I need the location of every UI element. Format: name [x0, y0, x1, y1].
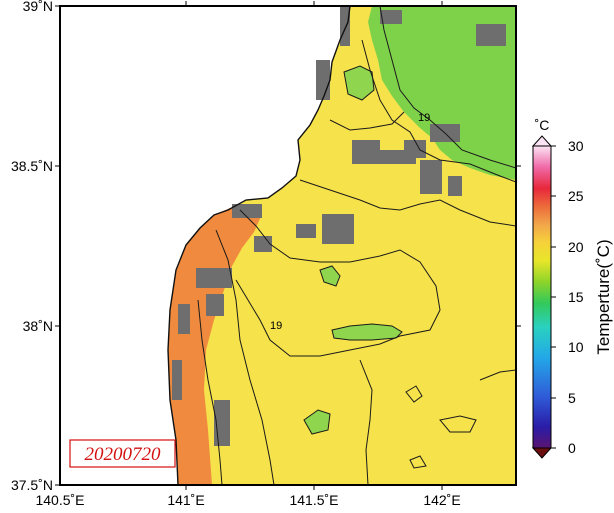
cool-patch [319, 265, 341, 287]
lat-label: 38˚N [23, 318, 53, 334]
missing-data [172, 6, 506, 446]
map-area: 19 19 20200720 [60, 6, 516, 485]
colorbar-min-triangle [531, 447, 553, 459]
sea-cool-region [368, 6, 516, 180]
colorbar-tick-label: 15 [568, 289, 584, 305]
axis-ticks [55, 1, 521, 490]
coastline [167, 6, 351, 485]
colorbar-tick-label: 10 [568, 339, 584, 355]
cool-patch [331, 323, 403, 341]
colorbar-unit: ˚C [535, 117, 550, 133]
cool-patch [303, 409, 331, 435]
colorbar-max-triangle [531, 135, 553, 147]
contour-label: 19 [418, 112, 430, 124]
colorbar-tick-label: 20 [568, 239, 584, 255]
lat-label: 39˚N [23, 0, 53, 14]
lon-label: 140.5˚E [35, 492, 84, 508]
lat-label: 38.5˚N [11, 158, 53, 174]
date-label: 20200720 [85, 444, 162, 465]
lat-label: 37.5˚N [11, 477, 53, 493]
lon-label: 142˚E [423, 492, 460, 508]
colorbar-tick-label: 30 [568, 138, 584, 154]
contour-label: 19 [270, 320, 282, 332]
colorbar-tick-label: 0 [568, 440, 576, 456]
colorbar-ticks [551, 145, 556, 449]
date-box [69, 439, 176, 468]
contour-lines [197, 6, 516, 485]
lon-label: 141.5˚E [289, 492, 338, 508]
map-frame [59, 5, 517, 486]
lon-label: 141˚E [167, 492, 204, 508]
sea-orange-region [168, 206, 262, 485]
colorbar: ˚C 0 5 10 15 20 25 30 Temperture(˚C) [531, 117, 613, 459]
colorbar-title: Temperture(˚C) [594, 239, 613, 354]
colorbar-tick-label: 5 [568, 390, 576, 406]
cool-patch [343, 65, 375, 101]
colorbar-tick-label: 25 [568, 188, 584, 204]
colorbar-scale [532, 145, 552, 449]
